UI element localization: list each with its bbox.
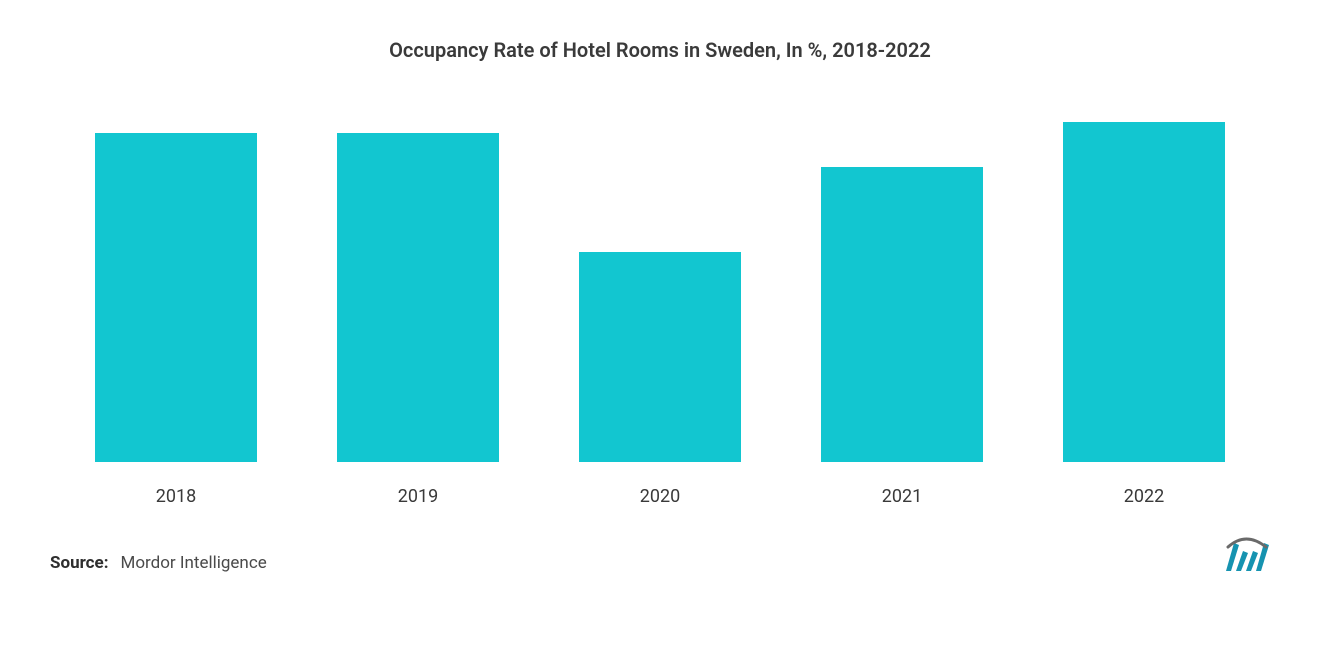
x-axis-label: 2021 — [781, 486, 1023, 507]
bar-slot — [1023, 122, 1265, 462]
chart-footer: Source: Mordor Intelligence — [50, 537, 1270, 581]
source-label: Source: — [50, 553, 108, 573]
chart-title: Occupancy Rate of Hotel Rooms in Sweden,… — [50, 38, 1270, 62]
x-axis-labels: 20182019202020212022 — [50, 486, 1270, 507]
mordor-logo-icon — [1222, 537, 1270, 573]
plot-area — [50, 122, 1270, 462]
bar-slot — [55, 122, 297, 462]
bar-slot — [539, 122, 781, 462]
bar — [821, 167, 983, 462]
bar — [337, 133, 499, 462]
chart-container: Occupancy Rate of Hotel Rooms in Sweden,… — [0, 0, 1320, 665]
source-attribution: Source: Mordor Intelligence — [50, 553, 267, 573]
x-axis-label: 2022 — [1023, 486, 1265, 507]
bars-row — [50, 122, 1270, 462]
bar — [95, 133, 257, 462]
bar — [1063, 122, 1225, 462]
bar-slot — [781, 122, 1023, 462]
x-axis-label: 2019 — [297, 486, 539, 507]
source-value: Mordor Intelligence — [120, 553, 266, 573]
bar-slot — [297, 122, 539, 462]
x-axis-label: 2018 — [55, 486, 297, 507]
bar — [579, 252, 741, 462]
x-axis-label: 2020 — [539, 486, 781, 507]
